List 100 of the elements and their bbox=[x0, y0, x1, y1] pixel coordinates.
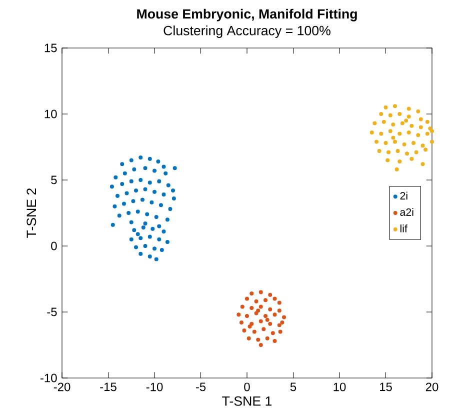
point bbox=[265, 336, 270, 340]
point bbox=[258, 319, 263, 324]
point bbox=[246, 336, 251, 340]
x-tick-label: 10 bbox=[334, 382, 346, 392]
point bbox=[414, 150, 418, 154]
point bbox=[268, 307, 272, 312]
point bbox=[391, 136, 396, 140]
point bbox=[411, 141, 416, 146]
point bbox=[370, 130, 374, 134]
x-tick-label: 0 bbox=[244, 382, 250, 392]
point bbox=[244, 314, 249, 318]
point bbox=[250, 306, 254, 310]
point bbox=[278, 330, 282, 334]
x-tick-label: -10 bbox=[146, 382, 163, 392]
point bbox=[268, 292, 272, 297]
point bbox=[236, 312, 241, 317]
point bbox=[405, 152, 410, 156]
x-tick-label: 5 bbox=[290, 382, 296, 392]
point bbox=[277, 323, 282, 328]
point bbox=[277, 300, 282, 305]
chart-title: Mouse Embryonic, Manifold Fitting bbox=[137, 8, 357, 22]
point bbox=[244, 296, 249, 301]
point bbox=[280, 320, 284, 325]
point bbox=[258, 290, 263, 294]
point bbox=[425, 132, 430, 136]
point bbox=[392, 140, 397, 144]
point bbox=[404, 118, 408, 123]
point bbox=[263, 314, 268, 318]
point bbox=[258, 342, 263, 347]
point bbox=[391, 122, 396, 127]
point bbox=[430, 140, 434, 144]
point bbox=[254, 299, 258, 304]
point bbox=[388, 113, 392, 118]
point bbox=[256, 338, 260, 342]
point bbox=[272, 312, 277, 317]
point bbox=[240, 304, 244, 309]
point bbox=[384, 105, 388, 110]
point bbox=[250, 292, 254, 296]
x-tick-label: -5 bbox=[196, 382, 206, 392]
x-tick-label: 15 bbox=[380, 382, 392, 392]
y-tick-label: 15 bbox=[44, 44, 57, 52]
y-tick-label: 0 bbox=[51, 242, 57, 250]
x-tick-label: -20 bbox=[54, 382, 70, 392]
point bbox=[386, 150, 391, 154]
legend-label: a2i bbox=[400, 208, 414, 216]
chart-subtitle: Clustering Accuracy = 100% bbox=[164, 26, 330, 38]
point bbox=[272, 339, 277, 344]
y-tick-label: 10 bbox=[44, 110, 57, 118]
point bbox=[374, 140, 378, 144]
point bbox=[250, 322, 254, 326]
point bbox=[416, 109, 420, 114]
point bbox=[400, 121, 404, 126]
y-tick-label: 5 bbox=[51, 176, 57, 184]
point bbox=[384, 141, 388, 146]
point bbox=[416, 133, 420, 138]
point bbox=[410, 156, 414, 161]
point bbox=[418, 117, 423, 122]
point bbox=[262, 327, 266, 332]
legend-label: lif bbox=[400, 224, 408, 232]
x-tick-label: 20 bbox=[426, 382, 438, 392]
point bbox=[268, 322, 272, 326]
point bbox=[420, 144, 425, 148]
point bbox=[402, 142, 406, 146]
y-axis-title: T-SNE 2 bbox=[26, 188, 36, 238]
point bbox=[379, 112, 384, 116]
point bbox=[394, 167, 399, 172]
legend-label: 2i bbox=[400, 192, 408, 200]
point bbox=[406, 114, 411, 119]
point bbox=[430, 129, 434, 134]
point bbox=[242, 328, 246, 332]
point bbox=[382, 120, 386, 124]
point bbox=[398, 132, 402, 136]
point bbox=[392, 104, 397, 108]
point bbox=[386, 158, 390, 162]
x-axis-title: T-SNE 1 bbox=[222, 396, 272, 406]
point bbox=[248, 324, 252, 329]
point bbox=[277, 308, 282, 313]
point bbox=[254, 311, 258, 316]
point bbox=[272, 296, 277, 301]
y-tick-label: -10 bbox=[40, 374, 57, 382]
point bbox=[388, 129, 392, 134]
point bbox=[372, 121, 377, 126]
point bbox=[256, 308, 260, 313]
point bbox=[252, 330, 256, 334]
point bbox=[410, 124, 414, 128]
point bbox=[282, 315, 286, 320]
point bbox=[377, 148, 382, 153]
point bbox=[420, 162, 425, 166]
point bbox=[396, 148, 400, 153]
point bbox=[263, 298, 268, 302]
point bbox=[379, 132, 384, 136]
point bbox=[406, 106, 411, 111]
point bbox=[270, 331, 275, 336]
y-tick-label: -5 bbox=[47, 308, 57, 316]
point bbox=[418, 125, 423, 130]
point bbox=[406, 130, 411, 134]
point bbox=[258, 304, 263, 309]
point bbox=[425, 120, 430, 124]
x-tick-label: -15 bbox=[100, 382, 116, 392]
point bbox=[239, 320, 244, 325]
